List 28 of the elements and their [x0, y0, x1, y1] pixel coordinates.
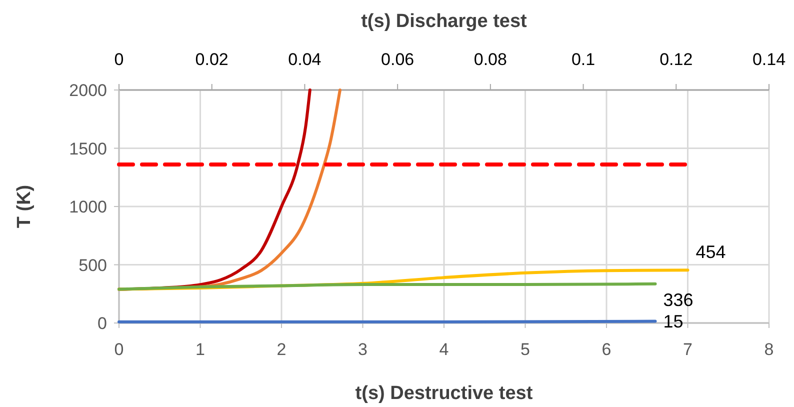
x-tick-label: 4: [439, 340, 449, 359]
x2-tick-label: 0.14: [752, 50, 786, 69]
x2-tick-label: 0.02: [195, 50, 228, 69]
x-axis-title: t(s) Destructive test: [355, 383, 534, 404]
x-tick-label: 7: [683, 340, 692, 359]
x-tick-label: 6: [602, 340, 612, 359]
y-tick-label: 1500: [69, 139, 107, 158]
y-axis-title: T (K): [14, 184, 35, 228]
y-tick-label: 1000: [69, 198, 107, 216]
x-tick-label: 1: [196, 340, 205, 359]
x2-tick-label: 0.06: [381, 50, 414, 69]
y-tick-label: 500: [78, 256, 107, 275]
data-label: 336: [663, 290, 694, 310]
x-tick-label: 0: [114, 340, 124, 359]
x2-tick-label: 0.08: [474, 50, 507, 69]
x-tick-label: 2: [276, 340, 286, 359]
x2-tick-label: 0.04: [288, 50, 322, 69]
x2-tick-label: 0.1: [571, 50, 596, 69]
y-tick-label: 0: [98, 314, 107, 333]
y-tick-label: 2000: [69, 81, 107, 100]
data-label: 15: [663, 311, 684, 332]
x2-tick-label: 0: [114, 50, 124, 69]
x2-tick-label: 0.12: [660, 50, 693, 69]
x-tick-label: 5: [520, 340, 530, 359]
x-tick-label: 3: [358, 340, 368, 359]
x2-axis-title: t(s) Discharge test: [361, 11, 528, 32]
x-tick-label: 8: [764, 340, 774, 359]
data-label: 454: [696, 242, 726, 262]
